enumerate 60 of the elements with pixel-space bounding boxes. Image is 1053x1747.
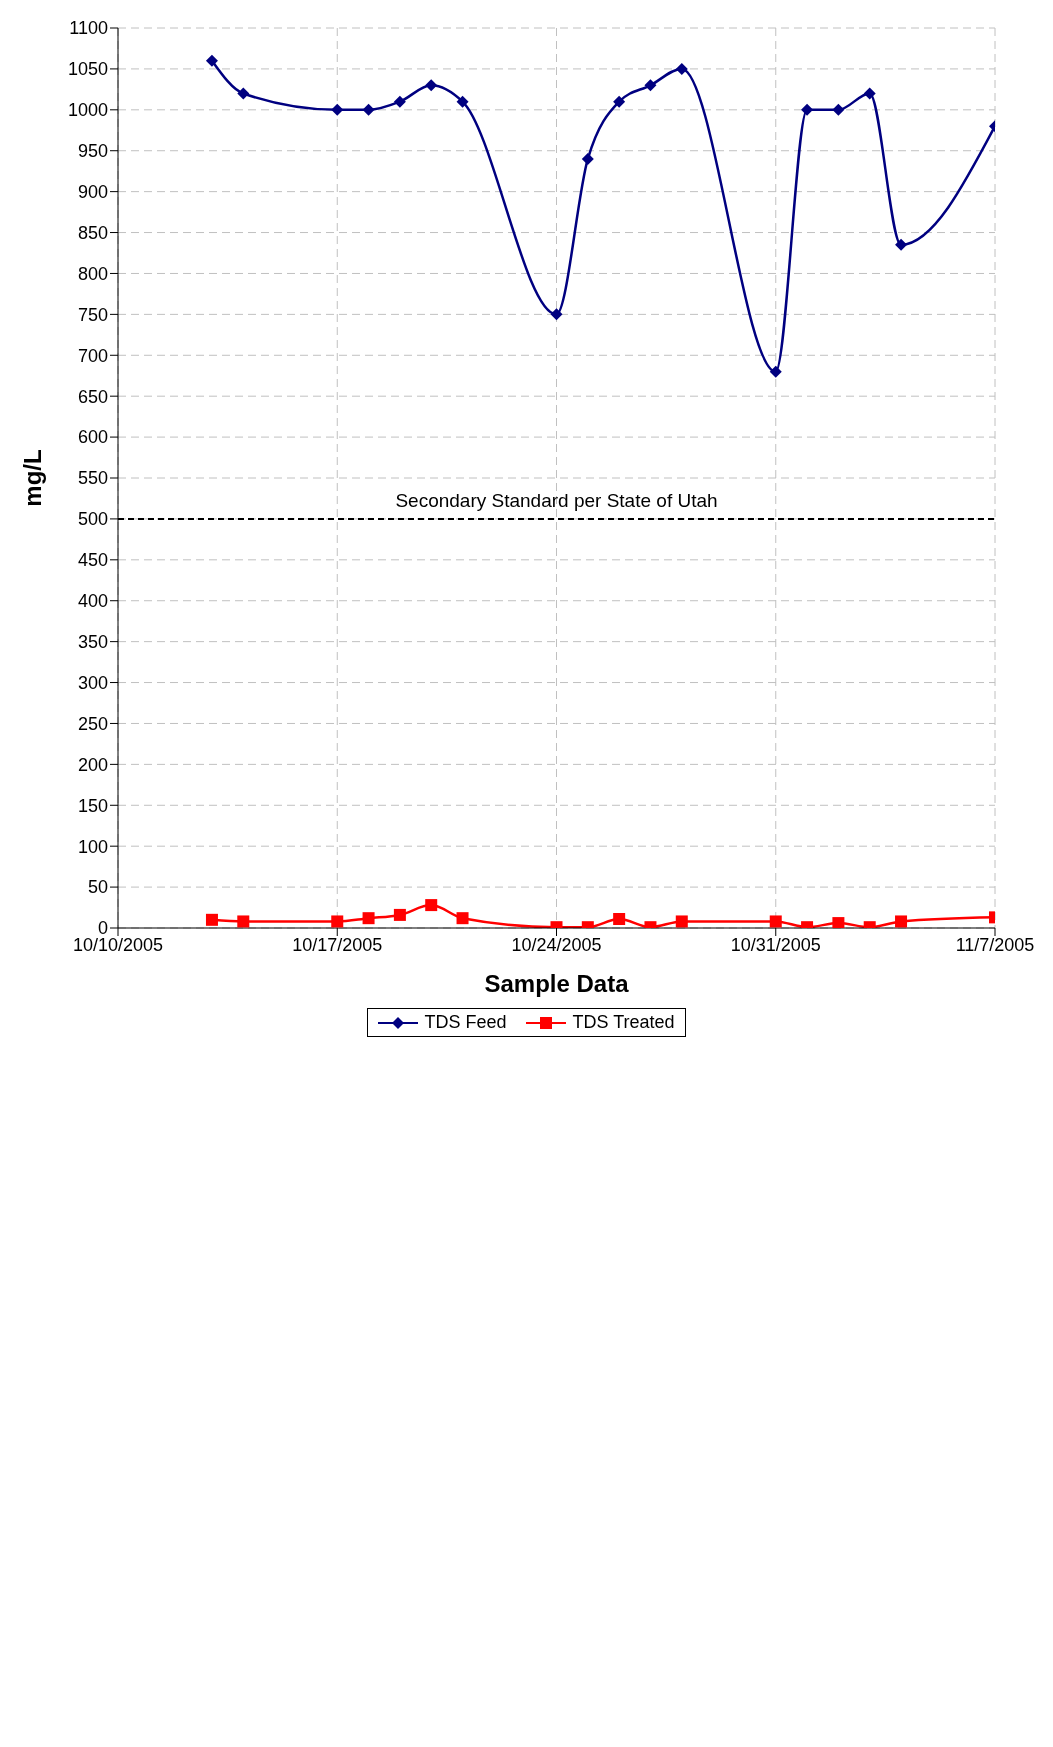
point <box>675 62 688 75</box>
y-tick-label: 550 <box>77 468 108 489</box>
y-tick-label: 50 <box>87 877 108 898</box>
y-tick-label: 650 <box>77 386 108 407</box>
point <box>832 917 845 928</box>
y-tick-label: 350 <box>77 632 108 653</box>
x-axis-title: Sample Data <box>484 970 630 997</box>
point <box>675 915 688 928</box>
legend-label: TDS Feed <box>424 1012 507 1033</box>
point <box>769 915 782 928</box>
ref-line-label: Secondary Standard per State of Utah <box>395 490 718 512</box>
y-tick-label: 1100 <box>69 18 108 39</box>
y-tick-label: 100 <box>77 836 108 857</box>
legend-label: TDS Treated <box>572 1012 675 1033</box>
point <box>456 912 469 925</box>
x-tick-label: 10/24/2005 <box>511 934 602 955</box>
point <box>644 79 657 92</box>
point <box>456 95 469 108</box>
y-tick-label: 400 <box>77 591 108 612</box>
y-tick-label: 800 <box>77 263 108 284</box>
point <box>613 95 626 108</box>
point <box>425 899 438 912</box>
point <box>393 908 406 921</box>
point <box>801 103 814 116</box>
point <box>331 915 344 928</box>
point <box>205 54 218 67</box>
point <box>237 915 250 928</box>
point <box>863 87 876 100</box>
x-tick-label: 11/7/2005 <box>955 934 1035 955</box>
y-tick-label: 1050 <box>67 59 108 80</box>
y-tick-label: 850 <box>77 222 108 243</box>
y-tick-label: 700 <box>77 345 108 366</box>
x-tick-label: 10/31/2005 <box>730 934 821 955</box>
point <box>205 913 218 926</box>
x-tick-label: 10/17/2005 <box>292 934 383 955</box>
point <box>237 87 250 100</box>
point <box>550 308 563 321</box>
y-tick-label: 900 <box>77 182 108 203</box>
point <box>769 365 782 378</box>
point <box>362 103 375 116</box>
y-tick-label: 250 <box>77 713 108 734</box>
point <box>425 79 438 92</box>
y-tick-label: 750 <box>77 304 108 325</box>
y-tick-label: 1000 <box>67 100 108 121</box>
y-tick-label: 200 <box>77 754 108 775</box>
y-axis-title: mg/L <box>18 449 46 507</box>
point <box>393 95 406 108</box>
point <box>895 238 908 251</box>
point <box>613 913 626 925</box>
point <box>331 103 344 116</box>
point <box>832 103 845 116</box>
point <box>581 152 594 165</box>
y-tick-label: 150 <box>77 795 108 816</box>
y-tick-label: 500 <box>77 509 108 530</box>
point <box>895 915 908 928</box>
point <box>362 912 375 925</box>
y-tick-label: 600 <box>77 427 108 448</box>
y-tick-label: 950 <box>77 141 108 162</box>
y-tick-label: 450 <box>77 550 108 571</box>
y-tick-label: 300 <box>77 672 108 693</box>
